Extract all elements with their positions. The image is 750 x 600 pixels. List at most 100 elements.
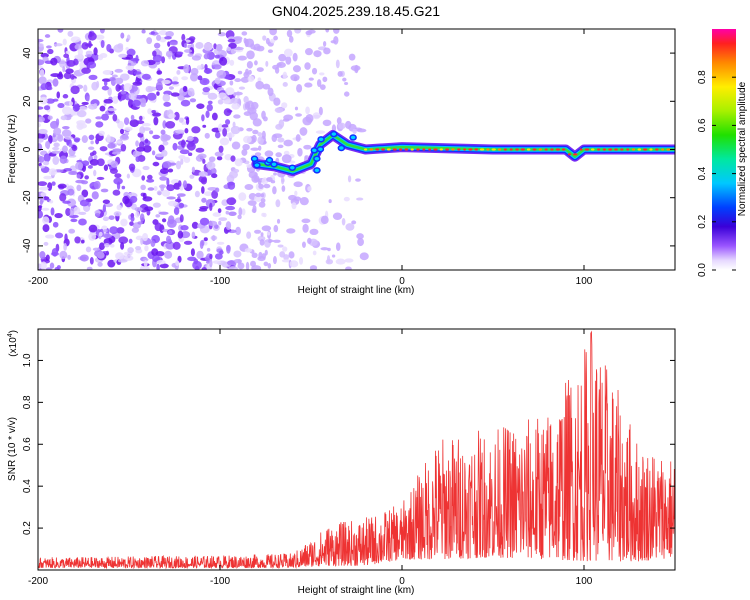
heatmap-cell	[286, 29, 293, 38]
heatmap-cell	[38, 210, 44, 219]
heatmap-cell	[272, 256, 277, 265]
scale-exponent: 4	[7, 333, 14, 337]
heatmap-cell	[103, 164, 109, 171]
heatmap-cell	[190, 248, 195, 257]
heatmap-cell	[61, 129, 72, 138]
heatmap-cell	[186, 142, 196, 151]
heatmap-cell	[181, 33, 186, 42]
heatmap-cell	[155, 153, 165, 158]
colorbar-tick-label: 0.2	[697, 214, 708, 228]
heatmap-cell	[273, 224, 279, 233]
heatmap-cell	[150, 31, 155, 35]
heatmap-cell	[95, 80, 100, 89]
signal-peak	[643, 148, 648, 151]
heatmap-cell	[101, 113, 109, 121]
heatmap-cell	[165, 50, 173, 58]
heatmap-cell	[106, 44, 112, 52]
heatmap-cell	[244, 38, 255, 48]
colorbar-label: Normalized spectral amplitude	[737, 81, 748, 216]
heatmap-cell	[142, 257, 149, 262]
heatmap-cell	[311, 67, 318, 75]
heatmap-cell	[93, 47, 98, 56]
heatmap-cell	[151, 109, 156, 114]
heatmap-cell	[255, 192, 262, 198]
heatmap-cell	[103, 233, 113, 238]
heatmap-cell	[207, 92, 218, 100]
heatmap-cell	[246, 231, 252, 239]
heatmap-cell	[84, 175, 89, 180]
heatmap-cell	[342, 77, 347, 82]
heatmap-cell	[216, 156, 223, 161]
heatmap-cell	[265, 37, 270, 45]
heatmap-cell	[244, 248, 253, 253]
heatmap-cell	[227, 38, 236, 43]
heatmap-cell	[176, 51, 184, 55]
heatmap-cell	[132, 99, 141, 107]
signal-peak	[620, 148, 624, 151]
heatmap-cell	[238, 86, 246, 90]
heatmap-cell	[155, 81, 163, 91]
heatmap-cell	[290, 74, 300, 82]
heatmap-cell	[187, 135, 194, 142]
heatmap-cell	[191, 231, 196, 239]
heatmap-cell	[167, 200, 178, 207]
heatmap-cell	[235, 226, 241, 236]
heatmap-cell	[120, 218, 128, 227]
heatmap-cell	[38, 181, 48, 187]
heatmap-cell	[112, 189, 121, 196]
heatmap-cell	[81, 189, 89, 198]
heatmap-cell	[277, 244, 284, 248]
signal-peak	[526, 148, 531, 151]
heatmap-cell	[309, 265, 318, 270]
heatmap-cell	[226, 132, 235, 138]
heatmap-cell	[233, 92, 237, 97]
heatmap-cell	[212, 64, 222, 70]
heatmap-cell	[178, 180, 182, 187]
heatmap-cell	[214, 54, 220, 59]
y-tick-label: 0.8	[22, 395, 33, 409]
heatmap-cell	[126, 173, 131, 179]
heatmap-cell	[189, 72, 199, 82]
heatmap-cell	[243, 71, 250, 79]
heatmap-cell	[218, 145, 224, 153]
heatmap-cell	[42, 216, 50, 225]
heatmap-cell	[60, 115, 68, 121]
signal-peak	[451, 148, 455, 151]
heatmap-cell	[308, 77, 314, 81]
heatmap-cell	[135, 54, 139, 64]
signal-peak	[463, 148, 467, 151]
heatmap-cell	[98, 242, 105, 251]
heatmap-cell	[305, 48, 313, 56]
heatmap-cell	[247, 200, 257, 206]
heatmap-cell	[51, 248, 59, 257]
heatmap-cell	[102, 216, 110, 222]
heatmap-cell	[153, 42, 161, 49]
heatmap-cell	[38, 143, 43, 152]
heatmap-cell	[114, 68, 123, 73]
heatmap-cell	[62, 200, 71, 204]
heatmap-cell	[115, 84, 121, 92]
heatmap-cell	[40, 261, 47, 270]
heatmap-cell	[357, 237, 364, 247]
heatmap-cell	[53, 43, 63, 47]
heatmap-cell	[117, 95, 122, 100]
heatmap-cell	[112, 95, 119, 104]
heatmap-cell	[302, 223, 309, 233]
signal-peak	[596, 148, 601, 151]
heatmap-cell	[156, 260, 166, 265]
heatmap-cell	[76, 174, 81, 179]
heatmap-cell	[247, 75, 255, 82]
heatmap-cell	[270, 38, 276, 44]
heatmap-cell	[178, 117, 184, 123]
signal-blob	[250, 155, 259, 163]
heatmap-cell	[179, 214, 184, 223]
heatmap-cell	[95, 138, 100, 145]
heatmap-cell	[318, 72, 325, 76]
heatmap-cell	[225, 205, 236, 211]
heatmap-cell	[77, 48, 83, 56]
heatmap-cell	[118, 236, 129, 244]
heatmap-cell	[101, 225, 108, 231]
signal-peak	[497, 148, 502, 151]
heatmap-cell	[214, 77, 221, 85]
heatmap-cell	[217, 208, 222, 214]
